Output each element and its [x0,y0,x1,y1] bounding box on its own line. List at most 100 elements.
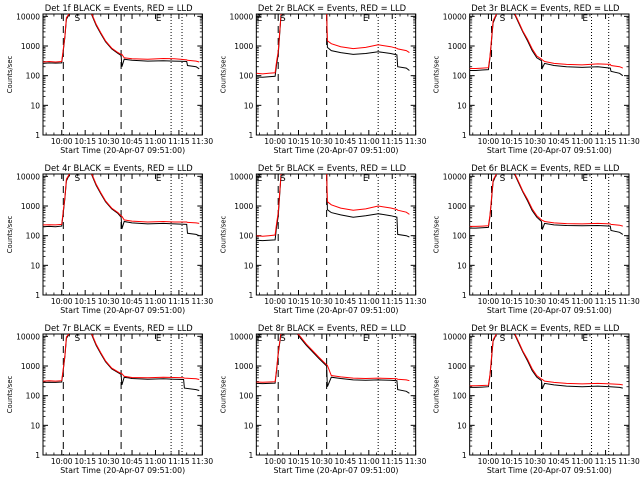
x-tick-label: 10:00 [264,297,286,306]
x-tick-label: 10:00 [478,297,500,306]
x-tick-label: 10:15 [501,137,523,146]
y-tick-label: 100 [452,392,467,401]
y-tick-label: 10000 [443,12,467,21]
marker-label-s: S [280,174,286,184]
y-axis-label: Counts/sec [219,376,227,414]
y-tick-label: 10000 [229,332,253,341]
x-tick-label: 10:15 [288,137,310,146]
y-axis-label: Counts/sec [219,216,227,254]
y-tick-label: 10 [244,261,254,270]
y-tick-label: 10000 [443,172,467,181]
y-tick-label: 1000 [21,362,40,371]
y-tick-label: 1 [462,131,467,140]
marker-label-s: S [500,334,506,344]
x-axis-label: Start Time (20-Apr-07 09:51:00) [274,466,399,475]
chart-panel-5: Det 5r BLACK = Events, RED = LLD 1 10 100 10… [219,163,426,315]
x-axis-label: Start Time (20-Apr-07 09:51:00) [487,466,612,475]
marker-label-e: E [363,14,369,24]
y-tick-label: 10000 [229,12,253,21]
y-axis-label: Counts/sec [6,216,14,254]
chart-title: Det 5r BLACK = Events, RED = LLD [258,163,406,173]
marker-label-e: E [257,174,263,184]
chart-panel-2: Det 2r BLACK = Events, RED = LLD 1 10 100 10… [219,3,426,155]
x-tick-label: 10:00 [478,137,500,146]
y-tick-label: 1000 [21,202,40,211]
plot-frame [469,13,630,136]
x-tick-label: 11:00 [145,137,167,146]
y-axis-label: Counts/sec [219,56,227,94]
y-tick-label: 1 [249,451,254,460]
y-tick-label: 10 [30,421,40,430]
y-tick-label: 10 [30,261,40,270]
x-tick-label: 10:45 [335,457,357,466]
x-tick-label: 10:45 [548,137,570,146]
x-tick-label: 10:15 [288,297,310,306]
chart-panel-1: Det 1f BLACK = Events, RED = LLD 1 10 100 10… [6,3,213,155]
x-tick-label: 10:30 [524,297,546,306]
y-tick-label: 10 [457,101,467,110]
series-line-lld [256,14,410,75]
x-tick-label: 10:15 [74,457,96,466]
x-tick-label: 11:30 [405,457,427,466]
x-tick-label: 10:45 [335,297,357,306]
y-tick-label: 10000 [229,172,253,181]
y-tick-label: 1 [35,451,40,460]
x-tick-label: 11:00 [145,457,167,466]
series-line-lld [256,334,410,383]
x-tick-label: 10:00 [51,297,73,306]
y-tick-label: 1 [462,291,467,300]
y-axis-label: Counts/sec [433,216,441,254]
x-tick-label: 10:30 [311,297,333,306]
series-line-events [256,14,410,78]
marker-label-e: E [582,174,588,184]
y-axis-label: Counts/sec [6,56,14,94]
x-tick-label: 11:00 [145,297,167,306]
x-tick-label: 10:15 [501,297,523,306]
x-tick-label: 11:30 [618,137,640,146]
series-line-lld [469,14,624,69]
chart-title: Det 8r BLACK = Events, RED = LLD [258,323,406,333]
plot-frame [469,173,630,296]
marker-label-s: S [500,174,506,184]
y-tick-label: 100 [239,392,254,401]
y-tick-label: 1000 [234,362,253,371]
chart-title: Det 4r BLACK = Events, RED = LLD [45,163,193,173]
x-axis-label: Start Time (20-Apr-07 09:51:00) [274,306,399,315]
x-tick-label: 10:00 [478,457,500,466]
y-tick-label: 10 [457,261,467,270]
series-line-lld [43,174,200,226]
x-tick-label: 11:15 [168,137,190,146]
x-tick-label: 10:45 [121,137,143,146]
marker-label-e: E [582,14,588,24]
x-axis-label: Start Time (20-Apr-07 09:51:00) [274,146,399,155]
chart-title: Det 6r BLACK = Events, RED = LLD [471,163,619,173]
plot-frame [255,173,417,296]
chart-panel-7: Det 7r BLACK = Events, RED = LLD 1 10 100 10… [6,323,213,475]
x-axis-label: Start Time (20-Apr-07 09:51:00) [60,466,185,475]
x-tick-label: 11:15 [595,297,617,306]
x-tick-label: 10:00 [51,457,73,466]
marker-label-e: E [363,334,369,344]
x-tick-label: 10:15 [288,457,310,466]
chart-panel-3: Det 3r BLACK = Events, RED = LLD 1 10 100 10… [433,3,640,155]
y-tick-label: 1 [35,131,40,140]
series-line-lld [469,334,623,387]
x-tick-label: 11:15 [381,297,403,306]
x-tick-label: 11:15 [381,457,403,466]
y-tick-label: 1 [35,291,40,300]
marker-label-s: S [280,334,286,344]
x-tick-label: 10:15 [74,137,96,146]
y-tick-label: 10000 [16,332,40,341]
marker-label-s: S [75,14,81,24]
chart-title: Det 7r BLACK = Events, RED = LLD [45,323,193,333]
x-tick-label: 11:30 [192,457,214,466]
plot-frame [42,333,203,456]
x-tick-label: 11:30 [618,297,640,306]
x-tick-label: 11:00 [358,297,380,306]
y-axis-label: Counts/sec [433,376,441,414]
x-tick-label: 11:00 [358,457,380,466]
y-tick-label: 100 [452,232,467,241]
marker-label-s: S [280,14,286,24]
